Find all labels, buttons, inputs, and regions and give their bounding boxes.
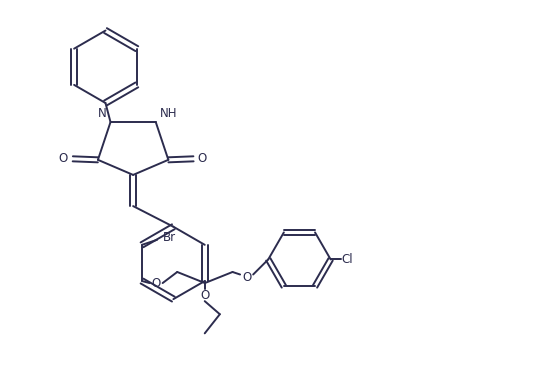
Text: O: O bbox=[200, 289, 209, 302]
Text: O: O bbox=[151, 277, 161, 290]
Text: Cl: Cl bbox=[341, 253, 353, 266]
Text: N: N bbox=[98, 107, 107, 120]
Text: Br: Br bbox=[163, 231, 176, 244]
Text: NH: NH bbox=[160, 107, 177, 120]
Text: O: O bbox=[59, 152, 68, 165]
Text: O: O bbox=[242, 271, 251, 283]
Text: O: O bbox=[198, 152, 207, 165]
